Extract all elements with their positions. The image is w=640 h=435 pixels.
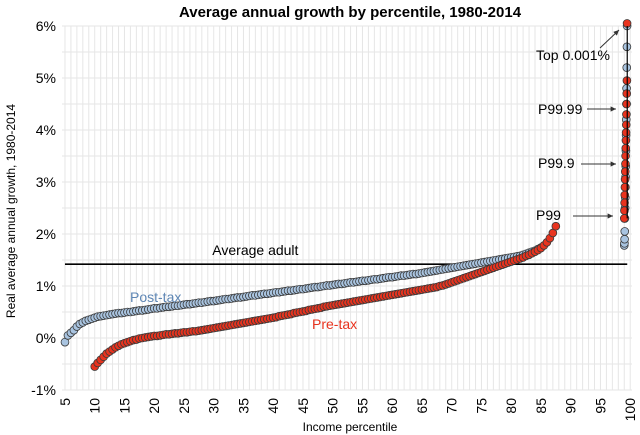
x-tick-label: 75 (473, 398, 489, 414)
annotation-label: P99.9 (538, 155, 575, 171)
data-point (620, 227, 630, 236)
data-point (621, 143, 631, 153)
y-tick-label: 2% (36, 226, 56, 242)
annotation-label: P99.99 (538, 101, 583, 117)
data-point (621, 136, 631, 145)
x-tick-label: 90 (563, 398, 579, 414)
data-point (621, 151, 630, 161)
data-point (621, 128, 631, 137)
x-tick-label: 45 (295, 398, 311, 414)
x-tick-label: 40 (265, 398, 281, 414)
x-tick-label: 100 (622, 398, 638, 422)
x-tick-label: 15 (116, 398, 132, 414)
average-line-label: Average adult (212, 242, 298, 258)
y-axis-label: Real average annual growth, 1980-2014 (4, 104, 18, 318)
series-group: Post-tax Pre-tax (60, 19, 632, 371)
pre-tax-label: Pre-tax (312, 316, 357, 332)
x-tick-label: 25 (176, 398, 192, 414)
annotation-arrow-head (610, 161, 616, 167)
series-pre-tax (90, 19, 632, 371)
data-point (622, 99, 631, 109)
average-line-group: Average adult (64, 242, 628, 265)
annotation-label: Top 0.001% (536, 47, 610, 63)
data-point (621, 120, 631, 130)
annotations: Top 0.001% P99.99 P99.9 P99 (536, 29, 620, 223)
y-tick-label: 0% (36, 330, 56, 346)
y-tick-label: 4% (36, 122, 56, 138)
y-tick-label: 6% (36, 18, 56, 34)
x-tick-label: 20 (146, 398, 162, 414)
y-tick-label: 1% (36, 278, 56, 294)
data-point (551, 221, 561, 231)
data-point (622, 110, 631, 119)
annotation-arrow-head (613, 30, 619, 36)
y-tick-label: 3% (36, 174, 56, 190)
x-tick-label: 80 (503, 398, 519, 414)
x-tick-label: 10 (87, 398, 103, 414)
x-tick-label: 70 (444, 398, 460, 414)
data-point (620, 167, 630, 176)
x-tick-label: 55 (354, 398, 370, 414)
post-tax-label: Post-tax (130, 289, 181, 305)
chart-title: Average annual growth by percentile, 198… (179, 4, 522, 21)
annotation-arrow-head (607, 213, 613, 219)
x-tick-label: 30 (206, 398, 222, 414)
data-point (620, 234, 629, 244)
axes: -1% 0% 1% 2% 3% 4% 5% 6% 5 10 15 20 25 30 35 40 45 50 55 60… (31, 18, 638, 421)
y-tick-label: -1% (31, 382, 56, 398)
x-tick-label: 50 (325, 398, 341, 414)
annotation-label: P99 (536, 207, 561, 223)
x-tick-label: 95 (592, 398, 608, 414)
x-tick-label: 65 (414, 398, 430, 414)
data-point (621, 159, 630, 169)
x-tick-label: 5 (57, 398, 73, 406)
annotation-arrow-head (610, 106, 616, 112)
y-tick-label: 5% (36, 70, 56, 86)
x-tick-label: 85 (533, 398, 549, 414)
x-tick-label: 60 (384, 398, 400, 414)
x-axis-label: Income percentile (303, 420, 398, 434)
x-tick-label: 35 (235, 398, 251, 414)
